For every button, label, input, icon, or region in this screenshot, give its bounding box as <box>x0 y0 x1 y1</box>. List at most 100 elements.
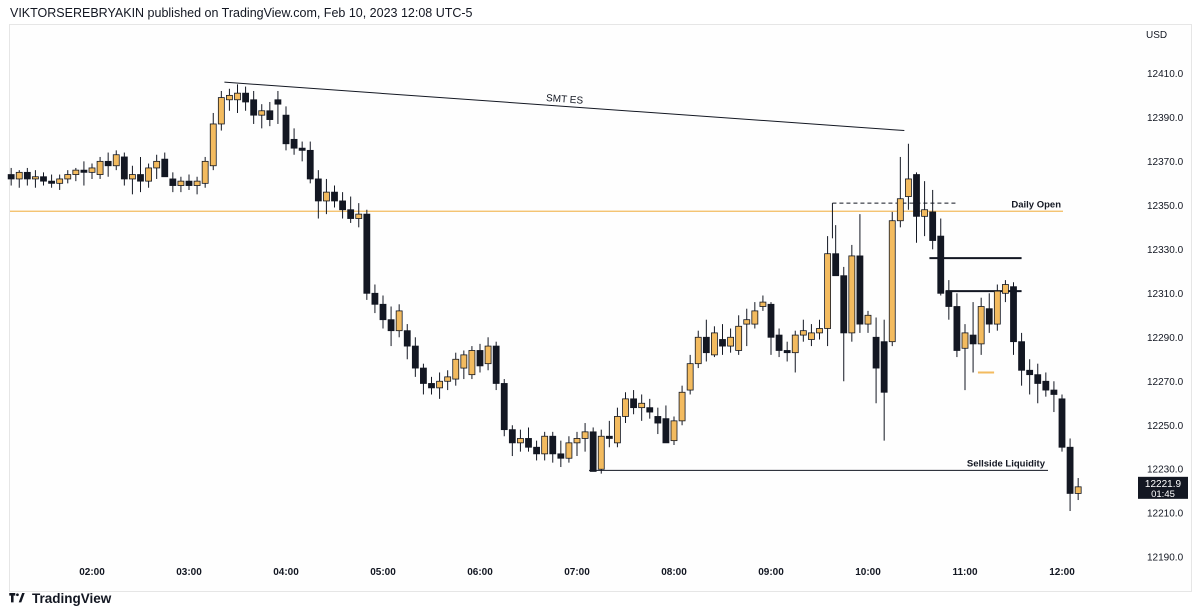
candle-bull <box>96 160 104 175</box>
candle-bull <box>452 358 460 380</box>
candle-bull <box>541 435 549 455</box>
candle-bear <box>872 336 880 369</box>
candle-bear <box>185 180 193 186</box>
candle-bull <box>921 209 928 217</box>
candle-bull <box>848 255 856 334</box>
y-tick-label: 12210.0 <box>1147 509 1184 520</box>
candle-bull <box>565 442 573 459</box>
candle-bear <box>913 174 920 217</box>
x-tick-label: 10:00 <box>855 567 881 578</box>
candle-bear <box>1034 374 1042 384</box>
candle-bear <box>953 306 961 351</box>
candle-bull <box>436 380 443 389</box>
x-tick-label: 07:00 <box>564 567 590 578</box>
candle-bear <box>314 178 322 202</box>
x-tick-label: 05:00 <box>370 567 396 578</box>
candle-bear <box>1042 380 1050 391</box>
tradingview-logo-icon[interactable] <box>8 592 26 605</box>
x-tick-label: 09:00 <box>758 567 784 578</box>
candle-bull <box>614 416 621 444</box>
candle-bull <box>112 154 120 167</box>
candle-bear <box>630 398 637 409</box>
y-tick-label: 12390.0 <box>1147 113 1184 124</box>
candle-bull <box>638 402 646 409</box>
candle-bull <box>824 253 831 329</box>
candle-bear <box>969 334 977 345</box>
candle-bear <box>250 99 258 116</box>
sellside-liquidity-label: Sellside Liquidity <box>967 458 1046 469</box>
candle-bear <box>662 418 670 444</box>
candle-bull <box>573 438 581 444</box>
candle-bear <box>48 180 55 184</box>
candle-bull <box>711 332 718 356</box>
currency-label: USD <box>1146 30 1167 41</box>
tradingview-brand[interactable]: TradingView <box>32 591 112 606</box>
candle-bear <box>533 446 540 455</box>
candle-bull <box>88 167 96 173</box>
candle-bull <box>670 420 678 442</box>
candle-bull <box>678 391 686 422</box>
y-tick-label: 12410.0 <box>1147 69 1184 80</box>
daily-open-label: Daily Open <box>1011 199 1061 210</box>
candle-bull <box>201 160 209 184</box>
y-tick-label: 12350.0 <box>1147 201 1184 212</box>
candle-bull <box>217 97 225 125</box>
candle-bear <box>403 330 411 347</box>
candle-bear <box>387 319 395 332</box>
candle-bear <box>1066 446 1074 494</box>
candle-bear <box>104 160 112 167</box>
candle-bull <box>686 363 694 391</box>
candle-bull <box>32 176 39 180</box>
candle-bull <box>1074 486 1082 494</box>
candle-bull <box>460 354 468 369</box>
candle-bear <box>929 211 937 241</box>
candle-bear <box>783 350 791 354</box>
x-tick-label: 03:00 <box>176 567 202 578</box>
x-tick-label: 08:00 <box>661 567 687 578</box>
candle-bull <box>15 171 23 180</box>
candle-bear <box>1010 286 1017 343</box>
candle-bull <box>799 330 807 336</box>
candle-bull <box>816 328 823 334</box>
candle-bear <box>371 292 379 305</box>
candle-bull <box>977 306 985 345</box>
candle-bear <box>411 345 419 369</box>
candle-bear <box>508 429 516 444</box>
candle-bear <box>420 367 427 384</box>
candle-bull <box>444 376 452 382</box>
candle-bear <box>169 178 177 186</box>
x-tick-label: 02:00 <box>79 567 105 578</box>
candle-bull <box>1002 284 1009 294</box>
candle-bull <box>993 290 1001 325</box>
candle-bear <box>525 438 532 448</box>
candle-bear <box>120 156 128 180</box>
candle-bear <box>282 114 290 145</box>
candle-bull <box>234 92 241 101</box>
candle-bull <box>751 310 759 325</box>
candle-bull <box>64 174 72 180</box>
candle-bear <box>557 453 565 459</box>
x-tick-label: 11:00 <box>952 567 977 578</box>
candle-bear <box>347 209 355 219</box>
candle-bear <box>40 176 47 182</box>
candle-bear <box>242 92 249 103</box>
candle-bear <box>290 138 298 149</box>
publish-header: VIKTORSEREBRYAKIN published on TradingVi… <box>10 6 473 20</box>
candle-bear <box>379 303 387 321</box>
candle-bull <box>961 332 969 349</box>
candle-bear <box>476 350 484 367</box>
candle-bear <box>767 303 775 338</box>
candlestick-chart[interactable]: USD 12410.0 12390.0 12370.0 12350.0 12330.0 12… <box>0 0 1200 592</box>
candle-bull <box>727 336 734 347</box>
candle-bear <box>832 253 840 277</box>
candle-bull <box>905 178 912 197</box>
candle-bull <box>56 178 64 184</box>
smt-es-label: SMT ES <box>546 93 584 107</box>
candle-bull <box>896 198 904 222</box>
candle-bear <box>266 110 274 120</box>
candle-bull <box>193 180 201 186</box>
candle-bear <box>840 275 848 334</box>
x-tick-label: 06:00 <box>467 567 493 578</box>
candle-bull <box>209 123 217 167</box>
candle-bear <box>23 171 31 180</box>
